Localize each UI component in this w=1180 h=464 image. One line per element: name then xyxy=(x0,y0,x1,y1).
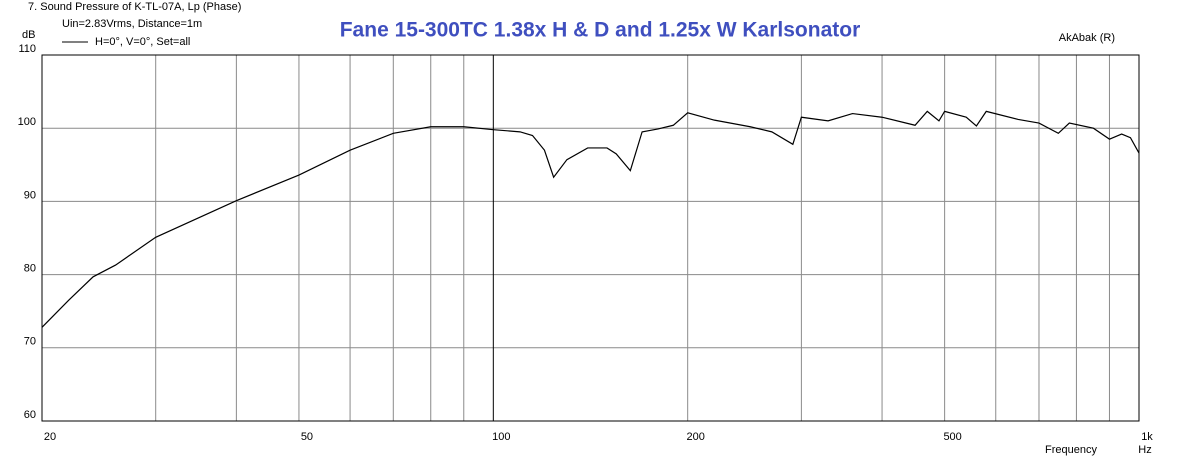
y-tick-label: 70 xyxy=(24,336,36,348)
x-tick-label: 500 xyxy=(943,431,961,443)
y-tick-label: 110 xyxy=(18,43,36,55)
conditions: Uin=2.83Vrms, Distance=1m xyxy=(62,18,202,30)
y-axis-label: dB xyxy=(22,29,35,41)
x-tick-label: 100 xyxy=(492,431,510,443)
x-axis-label: Frequency xyxy=(1045,444,1097,456)
x-tick-label: 200 xyxy=(687,431,705,443)
x-tick-label: 20 xyxy=(44,431,56,443)
y-tick-label: 60 xyxy=(24,409,36,421)
chart-subtitle: 7. Sound Pressure of K-TL-07A, Lp (Phase… xyxy=(28,1,241,13)
y-tick-label: 100 xyxy=(18,116,36,128)
x-tick-label: 1k xyxy=(1141,431,1153,443)
chart-title: Fane 15-300TC 1.38x H & D and 1.25x W Ka… xyxy=(340,19,861,42)
data-line xyxy=(41,110,1140,328)
plot-frame xyxy=(41,54,1140,422)
legend-label: H=0°, V=0°, Set=all xyxy=(95,36,190,48)
credit: AkAbak (R) xyxy=(1059,32,1115,44)
x-unit: Hz xyxy=(1138,444,1151,456)
y-tick-label: 90 xyxy=(24,189,36,201)
y-tick-label: 80 xyxy=(24,263,36,275)
x-tick-label: 50 xyxy=(301,431,313,443)
